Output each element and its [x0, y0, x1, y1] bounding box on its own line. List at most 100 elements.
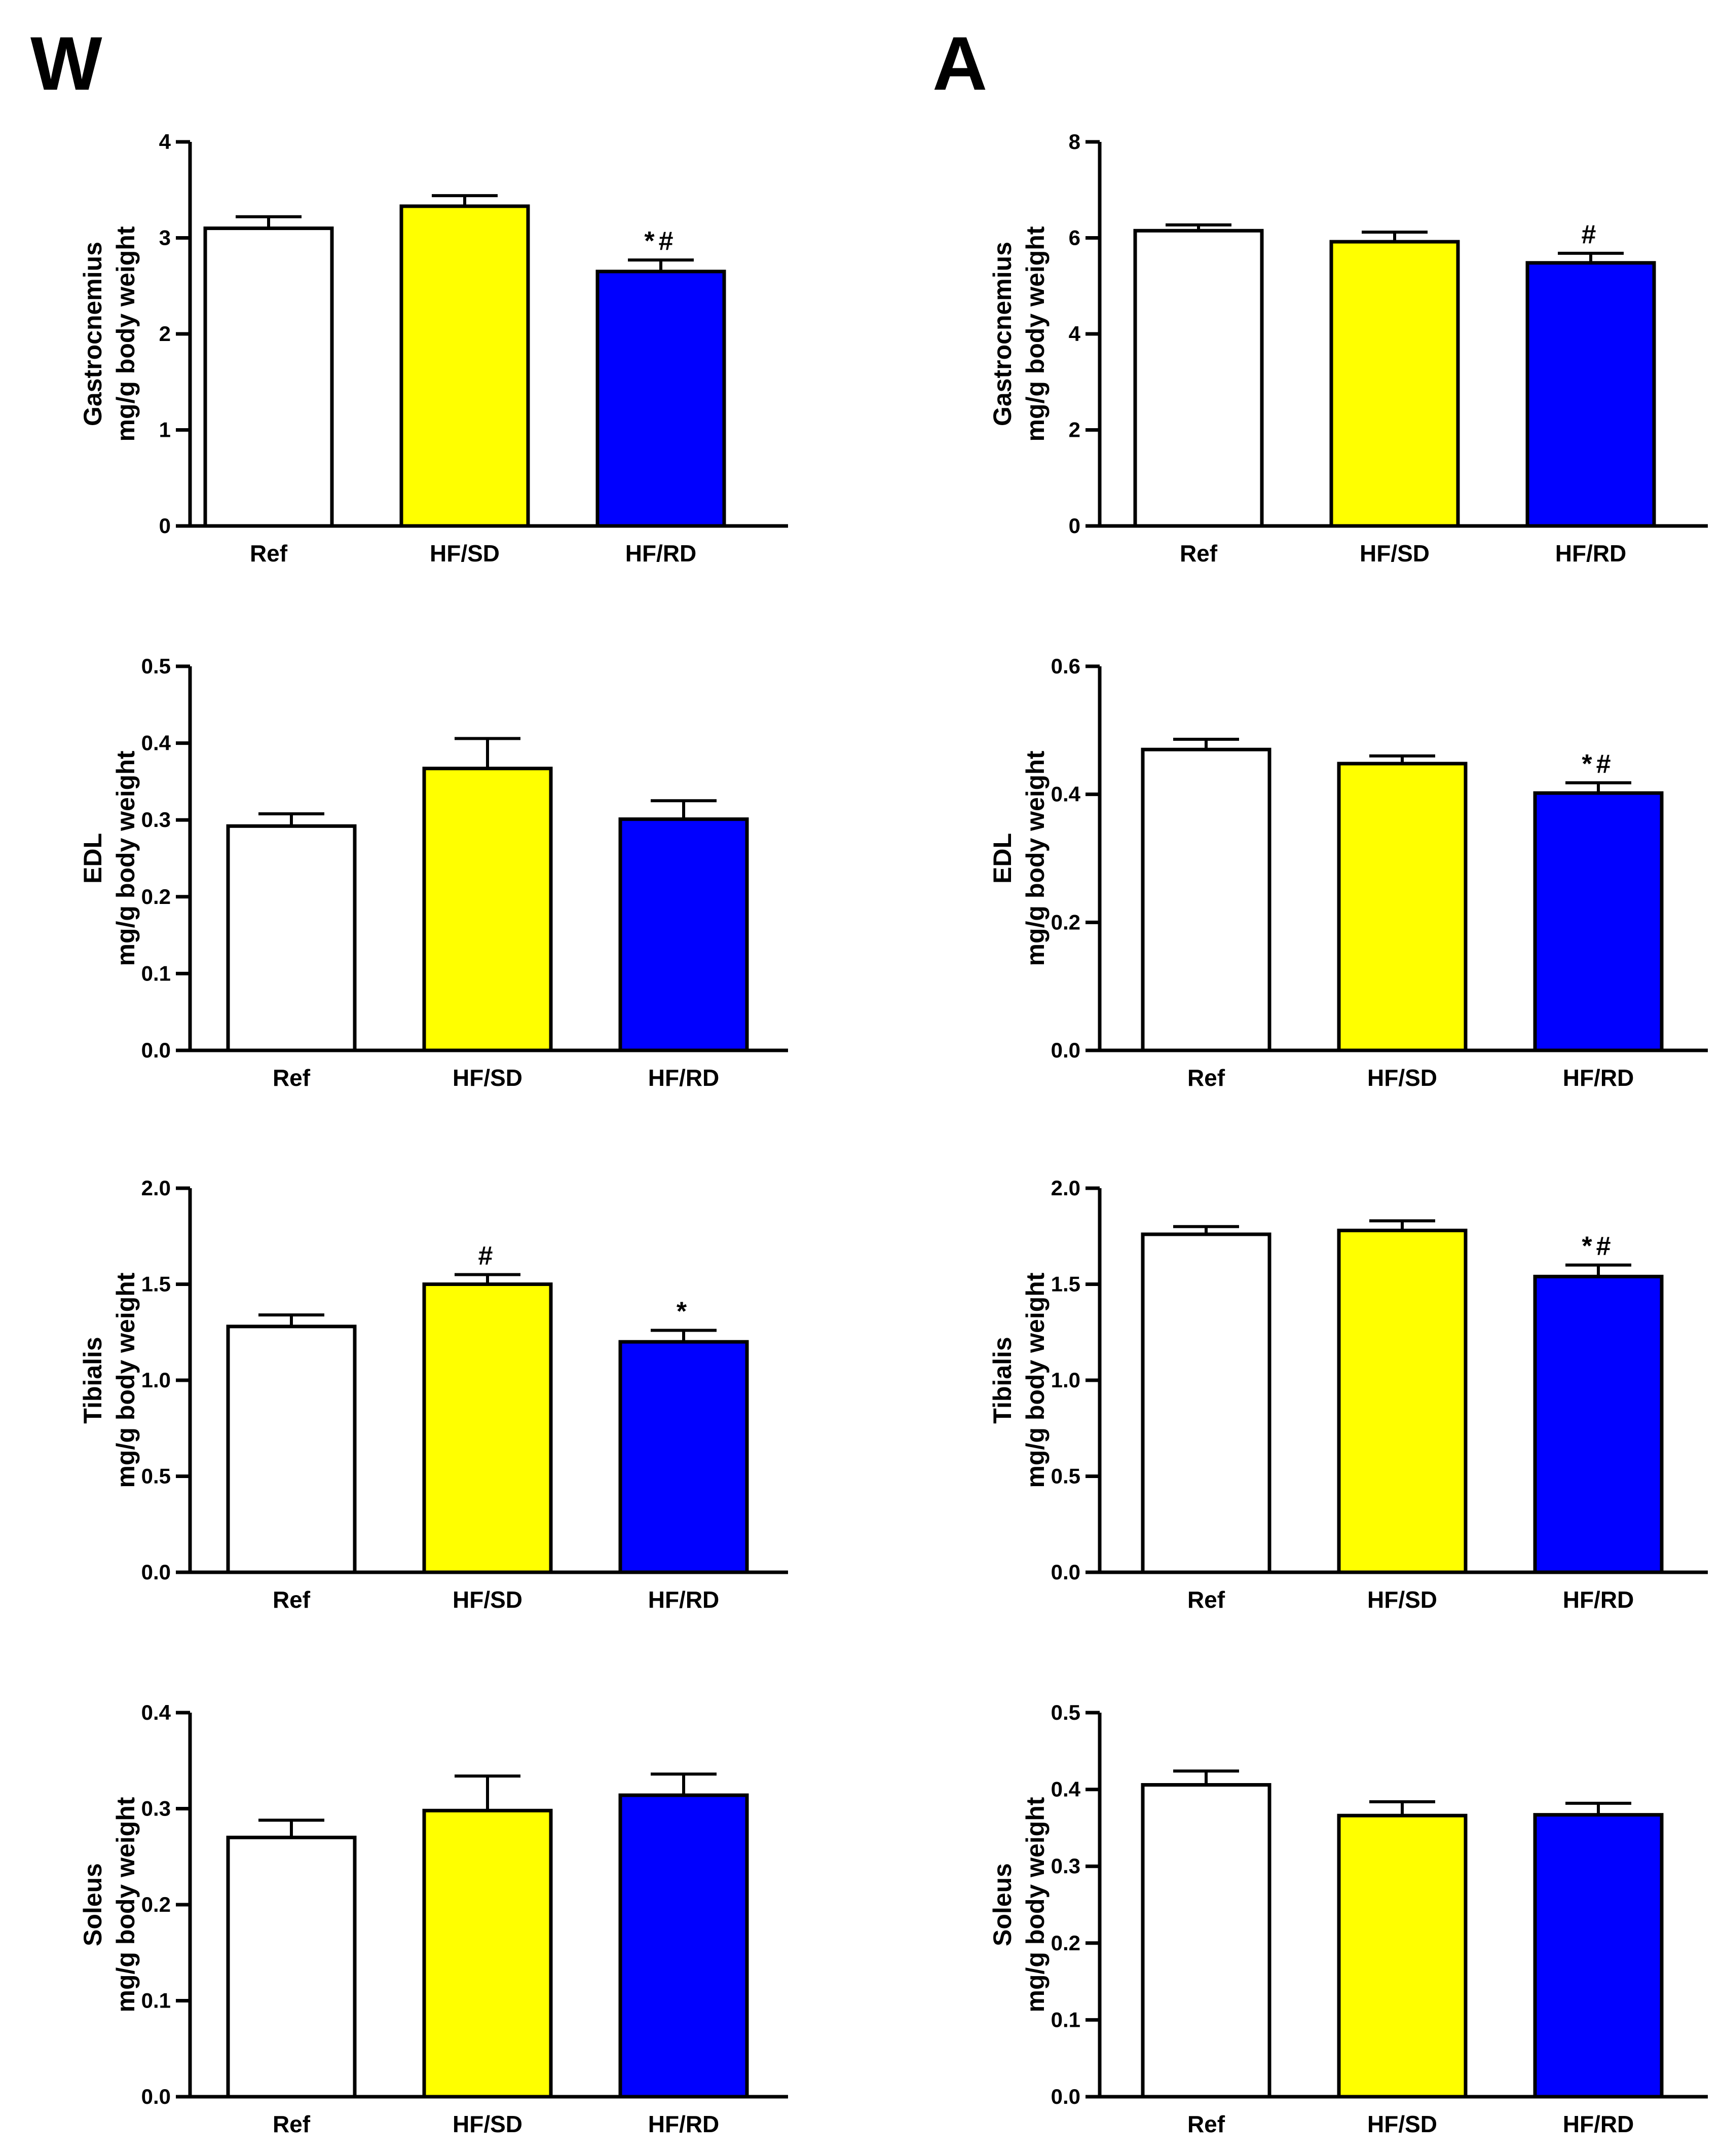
x-tick-label: Ref: [1180, 540, 1218, 566]
y-tick-label: 2.0: [141, 1176, 171, 1200]
chart-6: 0.0 0.1 0.2 0.3 0.4 Soleus mg/g body weight Ref…: [79, 1700, 788, 2137]
bar-hf-sd: [422, 1282, 553, 1574]
x-tick-label: Ref: [1187, 1065, 1225, 1091]
chart-0: 0 1 2 3 4 Gastrocnemius mg/g body weight Ref HF/…: [79, 130, 788, 566]
y-axis-title: Gastrocnemius: [988, 242, 1017, 426]
bar-hf-rd: [1533, 1813, 1664, 2099]
x-tick-label: HF/SD: [1367, 1586, 1437, 1613]
bar-hf-rd: [618, 1793, 749, 2099]
y-axis-unit: mg/g body weight: [111, 226, 140, 441]
bar-ref: [226, 824, 357, 1052]
y-tick-label: 0.0: [1051, 1560, 1080, 1584]
bar-hf-sd: [1337, 1228, 1468, 1574]
x-tick-label: Ref: [1187, 2111, 1225, 2137]
panel-label-a: A: [932, 21, 988, 106]
y-tick-label: 0.0: [141, 2085, 171, 2108]
x-tick-label: Ref: [273, 1586, 311, 1613]
y-tick-label: 2: [159, 322, 171, 346]
y-tick-label: 0.1: [141, 1989, 171, 2013]
x-tick-label: HF/RD: [625, 540, 697, 566]
bar-hf-sd: [1337, 762, 1468, 1052]
y-tick-label: 0.0: [141, 1560, 171, 1584]
significance-marker: *#: [644, 226, 677, 256]
y-tick-label: 0.4: [141, 1700, 171, 1724]
y-tick-label: 0.3: [141, 1797, 171, 1821]
y-tick-label: 0.4: [141, 731, 171, 755]
x-tick-label: HF/SD: [430, 540, 500, 566]
bar-hf-sd: [1337, 1813, 1468, 2099]
chart-1: 0 2 4 6 8 Gastrocnemius mg/g body weight Ref HF/…: [988, 130, 1708, 566]
y-axis-title: Gastrocnemius: [79, 242, 107, 426]
bar-ref: [1141, 1783, 1271, 2099]
bar-hf-rd: [595, 270, 726, 528]
chart-2: 0.0 0.1 0.2 0.3 0.4 0.5 EDL mg/g body weight Ref…: [79, 654, 788, 1091]
x-tick-label: HF/RD: [1563, 1586, 1634, 1613]
bar-hf-sd: [1329, 240, 1460, 528]
y-axis-unit: mg/g body weight: [1021, 1272, 1050, 1488]
y-axis-unit: mg/g body weight: [111, 1272, 140, 1488]
y-tick-label: 0.3: [1051, 1854, 1080, 1878]
x-tick-label: HF/SD: [1367, 2111, 1437, 2137]
y-tick-label: 0.1: [141, 961, 171, 985]
x-tick-label: HF/RD: [648, 1065, 720, 1091]
y-axis-title: Soleus: [988, 1863, 1017, 1946]
y-tick-label: 0.4: [1051, 1777, 1081, 1801]
x-tick-label: HF/RD: [648, 2111, 720, 2137]
y-tick-label: 0.2: [1051, 1931, 1080, 1955]
significance-marker: *#: [1582, 1232, 1615, 1261]
bar-hf-rd: [1533, 791, 1664, 1052]
y-axis-unit: mg/g body weight: [111, 750, 140, 966]
chart-5: 0.0 0.5 1.0 1.5 2.0 Tibialis mg/g body weight R…: [988, 1176, 1708, 1613]
bar-ref: [1141, 1232, 1271, 1574]
y-tick-label: 0.0: [1051, 2085, 1080, 2108]
y-tick-label: 4: [159, 130, 171, 154]
y-tick-label: 0.0: [1051, 1038, 1080, 1062]
y-tick-label: 1.0: [141, 1368, 171, 1392]
chart-4: 0.0 0.5 1.0 1.5 2.0 Tibialis mg/g body weight R…: [79, 1176, 788, 1613]
bar-hf-rd: [618, 817, 749, 1052]
y-tick-label: 8: [1069, 130, 1080, 154]
y-tick-label: 0.4: [1051, 782, 1081, 806]
x-tick-label: HF/RD: [1563, 1065, 1634, 1091]
y-axis-title: Tibialis: [988, 1337, 1017, 1423]
bar-hf-sd: [399, 204, 530, 528]
bar-ref: [1133, 229, 1264, 528]
significance-marker: #: [1582, 220, 1600, 249]
x-tick-label: Ref: [273, 2111, 311, 2137]
x-tick-label: HF/RD: [1555, 540, 1627, 566]
y-tick-label: 0: [159, 514, 171, 538]
x-tick-label: HF/SD: [453, 1065, 522, 1091]
y-axis-unit: mg/g body weight: [1021, 750, 1050, 966]
x-tick-label: HF/SD: [1360, 540, 1430, 566]
panel-label-w: W: [30, 21, 102, 106]
x-tick-label: Ref: [1187, 1586, 1225, 1613]
bar-ref: [226, 1325, 357, 1574]
y-tick-label: 0.5: [141, 1464, 171, 1488]
y-tick-label: 1: [159, 418, 171, 442]
bar-hf-sd: [422, 1808, 553, 2099]
y-tick-label: 0.2: [141, 885, 171, 909]
y-axis-title: EDL: [988, 833, 1017, 884]
bar-hf-rd: [1525, 261, 1656, 528]
y-axis-title: Soleus: [79, 1863, 107, 1946]
x-tick-label: HF/RD: [1563, 2111, 1634, 2137]
bar-ref: [226, 1835, 357, 2099]
bar-ref: [203, 226, 334, 528]
significance-marker: #: [478, 1241, 497, 1271]
y-tick-label: 0.6: [1051, 654, 1080, 678]
x-tick-label: Ref: [250, 540, 288, 566]
chart-7: 0.0 0.1 0.2 0.3 0.4 0.5 Soleus mg/g body weight…: [988, 1700, 1708, 2137]
y-tick-label: 1.0: [1051, 1368, 1080, 1392]
y-tick-label: 0.2: [1051, 910, 1080, 934]
y-tick-label: 0.2: [141, 1893, 171, 1916]
y-tick-label: 2: [1069, 418, 1080, 442]
y-tick-label: 1.5: [1051, 1272, 1080, 1296]
y-tick-label: 0: [1069, 514, 1080, 538]
bar-ref: [1141, 747, 1271, 1052]
x-tick-label: HF/SD: [453, 1586, 522, 1613]
y-tick-label: 0.5: [1051, 1700, 1080, 1724]
y-axis-unit: mg/g body weight: [1021, 1797, 1050, 2012]
bar-hf-rd: [1533, 1274, 1664, 1574]
y-tick-label: 0.5: [141, 654, 171, 678]
